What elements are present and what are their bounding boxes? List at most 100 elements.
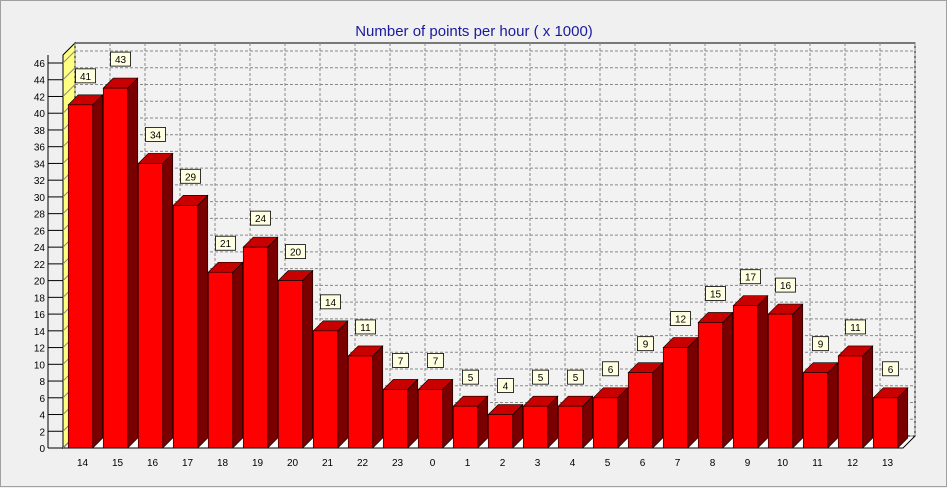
data-label-box	[567, 369, 584, 385]
y-tick-label: 0	[39, 444, 45, 455]
bar-side	[232, 261, 244, 449]
bar	[522, 405, 549, 449]
data-label-box	[285, 244, 306, 260]
data-label: 4	[503, 382, 509, 393]
data-label-box	[75, 68, 96, 84]
data-label-box	[427, 353, 444, 368]
x-tick-label: 1	[465, 458, 471, 469]
x-tick-label: 9	[745, 458, 751, 469]
x-tick-label: 8	[710, 458, 716, 469]
y-tick-label: 12	[34, 344, 46, 355]
data-label: 34	[150, 130, 162, 141]
y-tick-label: 18	[34, 293, 46, 304]
data-label: 9	[818, 340, 824, 351]
data-label-box	[215, 235, 236, 251]
y-tick-label: 24	[34, 243, 46, 254]
y-tick-label: 4	[39, 411, 45, 422]
bar	[627, 372, 654, 449]
data-label: 5	[538, 373, 544, 384]
data-label-box	[637, 336, 654, 352]
x-tick-label: 16	[147, 458, 159, 469]
data-label: 12	[675, 315, 687, 326]
data-label-box	[250, 210, 271, 226]
y-tick-label: 14	[34, 327, 46, 338]
data-label-box	[705, 286, 726, 301]
bar	[67, 104, 94, 449]
x-tick-label: 6	[640, 458, 646, 469]
x-tick-label: 14	[77, 458, 89, 469]
bar	[767, 313, 794, 449]
y-tick-label: 6	[39, 394, 45, 405]
x-tick-label: 18	[217, 458, 229, 469]
bar	[347, 355, 374, 449]
data-label: 6	[608, 365, 614, 376]
data-label: 43	[115, 55, 127, 66]
data-label: 41	[80, 72, 92, 83]
data-label: 24	[255, 214, 267, 225]
bar-side	[757, 294, 769, 449]
y-tick-label: 34	[34, 159, 46, 170]
bar-side	[162, 152, 174, 449]
x-tick-label: 3	[535, 458, 541, 469]
data-label-box	[180, 168, 201, 184]
x-tick-label: 20	[287, 458, 299, 469]
bar-side	[407, 378, 419, 449]
x-tick-label: 4	[570, 458, 576, 469]
bar	[207, 271, 234, 449]
x-tick-label: 12	[847, 458, 859, 469]
data-label-box	[110, 51, 131, 67]
data-label: 17	[745, 273, 757, 284]
data-label-box	[882, 361, 899, 377]
y-tick-label: 36	[34, 143, 46, 154]
bar	[872, 397, 899, 449]
y-tick-label: 26	[34, 226, 46, 237]
bar	[242, 246, 269, 449]
bar-side	[617, 387, 629, 449]
bar	[102, 87, 129, 449]
bar-side	[267, 236, 279, 449]
data-label: 16	[780, 281, 792, 292]
bar-side	[862, 345, 874, 449]
data-label: 11	[850, 323, 861, 334]
bar-side	[302, 269, 314, 449]
bar	[662, 347, 689, 449]
data-label-box	[532, 369, 549, 385]
bar-side	[337, 320, 349, 449]
bar-side	[652, 361, 664, 449]
y-tick-label: 42	[34, 92, 46, 103]
data-label-box	[462, 369, 479, 385]
bar	[277, 280, 304, 449]
x-tick-label: 22	[357, 458, 369, 469]
bar	[732, 305, 759, 449]
data-label: 11	[360, 323, 371, 334]
bar	[172, 204, 199, 449]
bar-side	[792, 303, 804, 449]
data-label-box	[392, 353, 409, 368]
y-tick-label: 46	[34, 59, 46, 70]
x-tick-label: 5	[605, 458, 611, 469]
y-tick-label: 30	[34, 193, 46, 204]
bar	[557, 405, 584, 449]
y-gridline-wall	[62, 84, 76, 97]
bar	[417, 389, 444, 449]
y-tick-label: 40	[34, 109, 46, 120]
bar-side	[897, 387, 909, 449]
bar-side	[92, 94, 104, 449]
bar	[452, 405, 479, 449]
data-label: 5	[468, 373, 474, 384]
y-tick-label: 2	[39, 427, 45, 438]
data-label-box	[845, 319, 866, 335]
x-tick-label: 21	[322, 458, 334, 469]
bar-side	[372, 345, 384, 449]
bar	[312, 330, 339, 449]
data-label: 15	[710, 289, 722, 300]
y-tick-label: 28	[34, 210, 46, 221]
data-label-box	[775, 277, 796, 293]
x-tick-label: 15	[112, 458, 124, 469]
y-tick-label: 32	[34, 176, 46, 187]
y-gridline-wall	[62, 67, 76, 81]
x-tick-label: 11	[812, 458, 823, 469]
y-tick-label: 44	[34, 76, 46, 87]
y-tick-label: 20	[34, 277, 46, 288]
